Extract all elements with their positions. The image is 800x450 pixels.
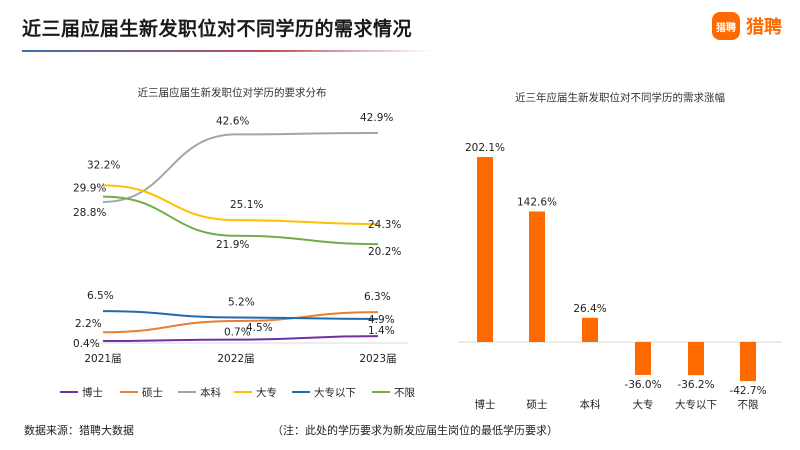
data-label: 6.3%	[364, 291, 391, 303]
data-label: 6.5%	[87, 290, 114, 302]
data-source: 数据来源：猎聘大数据	[24, 424, 134, 437]
bar-大专	[635, 342, 651, 375]
data-label: 25.1%	[230, 199, 263, 211]
bar-category-label: 本科	[580, 398, 601, 411]
page-title: 近三届应届生新发职位对不同学历的需求情况	[22, 18, 413, 40]
data-label: 20.2%	[368, 246, 401, 258]
legend-item: 硕士	[142, 386, 163, 399]
data-label: 28.8%	[73, 207, 106, 219]
bar-不限	[740, 342, 756, 382]
line-x-tick: 2022届	[217, 353, 254, 365]
bar-category-label: 不限	[738, 399, 759, 411]
bar-category-label: 大专	[633, 398, 654, 411]
bar-category-label: 大专以下	[675, 398, 717, 411]
series-line-不限	[102, 195, 379, 246]
bar-value-label: -36.0%	[624, 379, 661, 391]
series-line-大专以下	[102, 310, 379, 321]
bar-value-label: -42.7%	[729, 385, 766, 397]
liepin-logo: 猎聘 猎聘	[712, 12, 782, 40]
line-chart: 2021届 2022届 2023届 0.4% 0.7% 1.4% 2.2% 4.5% 6.3% 2…	[73, 112, 408, 365]
line-x-tick: 2021届	[84, 353, 121, 365]
data-label: 24.3%	[368, 219, 401, 231]
legend-item: 大专	[256, 386, 277, 399]
bar-大专以下	[688, 342, 704, 376]
logo-text: 猎聘	[746, 17, 782, 38]
bar-博士	[477, 157, 493, 342]
data-label: 21.9%	[216, 239, 249, 251]
bar-硕士	[529, 211, 545, 342]
data-label: 42.6%	[216, 115, 249, 127]
data-label: 29.9%	[73, 183, 106, 195]
title-underline	[22, 50, 432, 52]
bar-chart-title: 近三年应届生新发职位对不同学历的需求涨幅	[515, 91, 725, 104]
line-chart-title: 近三届应届生新发职位对学历的要求分布	[138, 86, 327, 99]
data-label: 4.9%	[368, 314, 395, 326]
line-chart-legend: 博士 硕士 本科 大专 大专以下 不限	[60, 386, 415, 399]
data-label: 32.2%	[87, 159, 120, 171]
bar-category-label: 硕士	[527, 398, 548, 411]
data-label: 42.9%	[360, 112, 393, 124]
bar-value-label: 142.6%	[517, 196, 557, 208]
bar-value-label: 26.4%	[573, 303, 606, 315]
line-x-tick: 2023届	[359, 353, 396, 365]
data-label: 2.2%	[75, 318, 102, 330]
legend-item: 博士	[82, 386, 103, 399]
legend-item: 不限	[394, 387, 415, 399]
bar-chart: 202.1% 博士 142.6% 硕士 26.4% 本科 -36.0% 大专 -36.2% 大专以…	[458, 142, 782, 411]
bar-category-label: 博士	[475, 398, 496, 411]
series-line-大专	[102, 184, 379, 226]
footnote: （注：此处的学历要求为新发应届生岗位的最低学历要求）	[272, 424, 558, 437]
data-label: 1.4%	[368, 325, 395, 337]
series-line-本科	[102, 131, 379, 203]
bar-本科	[582, 317, 598, 342]
legend-item: 本科	[200, 386, 221, 399]
bar-value-label: 202.1%	[465, 142, 505, 154]
logo-mark-icon: 猎聘	[712, 12, 740, 40]
series-line-博士	[102, 335, 379, 343]
data-label: 0.7%	[224, 327, 251, 339]
series-line-硕士	[102, 311, 379, 334]
bar-value-label: -36.2%	[677, 379, 714, 391]
data-label: 4.5%	[246, 322, 273, 334]
legend-item: 大专以下	[314, 386, 356, 399]
data-label: 0.4%	[73, 338, 100, 350]
data-label: 5.2%	[228, 297, 255, 309]
